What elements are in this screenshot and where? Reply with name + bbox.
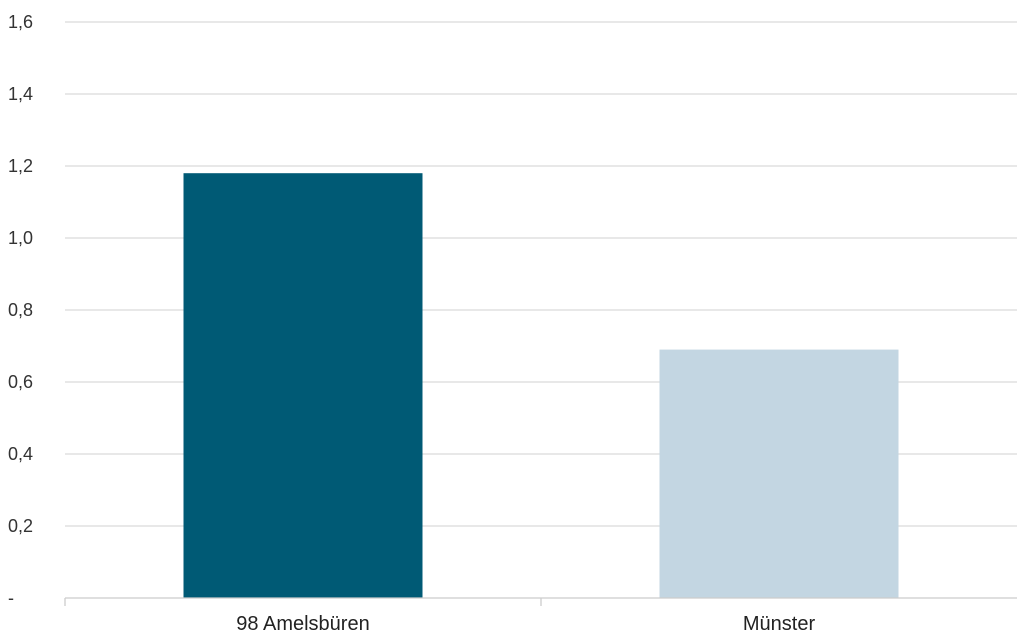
y-tick-label: 0,8 <box>8 300 33 320</box>
y-tick-label: 1,4 <box>8 84 33 104</box>
bar-2 <box>659 349 899 598</box>
y-tick-label: 0,2 <box>8 516 33 536</box>
y-tick-label: 0,6 <box>8 372 33 392</box>
x-axis <box>64 597 1017 606</box>
y-tick-label: 0,4 <box>8 444 33 464</box>
bar-1 <box>183 173 423 598</box>
y-tick-label: 1,6 <box>8 12 33 32</box>
y-axis-ticks: - 0,2 0,4 0,6 0,8 1,0 1,2 1,4 1,6 <box>8 12 33 608</box>
x-category-label: 98 Amelsbüren <box>236 613 369 635</box>
y-tick-label: 1,0 <box>8 228 33 248</box>
x-category-label: Münster <box>743 613 816 635</box>
y-tick-label: - <box>8 588 14 608</box>
x-axis-labels: 98 Amelsbüren Münster <box>236 613 815 635</box>
bars <box>183 173 899 598</box>
y-tick-label: 1,2 <box>8 156 33 176</box>
